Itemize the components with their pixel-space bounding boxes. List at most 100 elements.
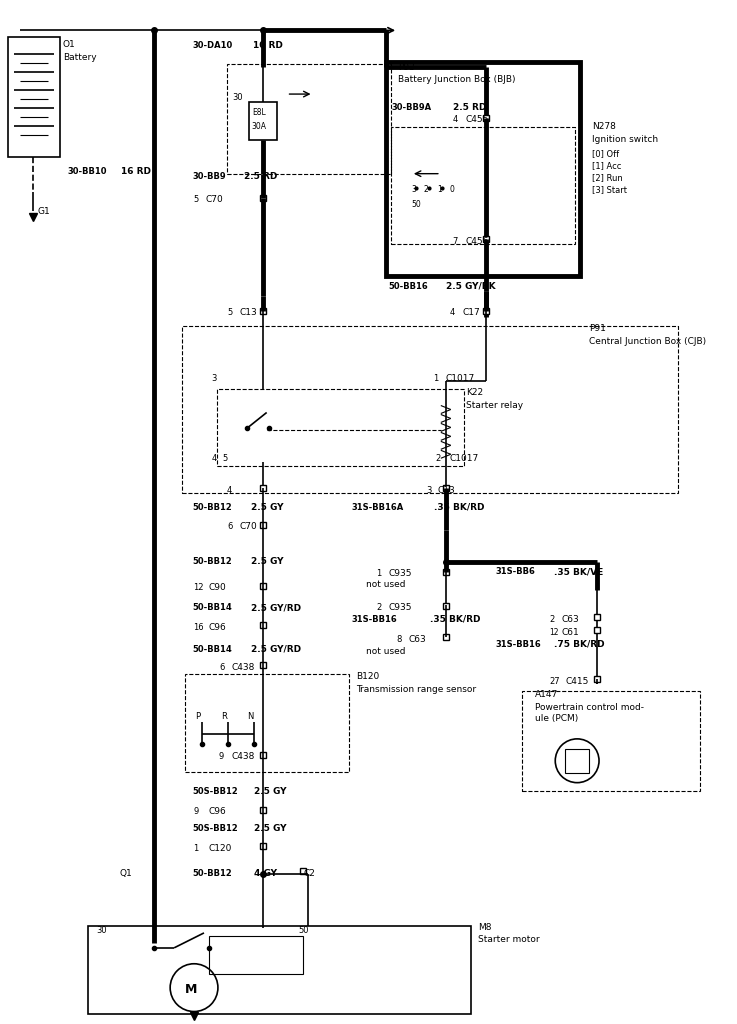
Text: 1: 1 (437, 185, 441, 195)
Text: 6: 6 (227, 522, 232, 531)
Text: 2.5 GY: 2.5 GY (254, 824, 286, 833)
Text: A147: A147 (535, 689, 559, 698)
Text: C13: C13 (240, 308, 257, 317)
Text: 16: 16 (193, 623, 203, 632)
Text: C456: C456 (466, 237, 489, 246)
Text: O1: O1 (63, 40, 75, 49)
Text: C90: C90 (209, 583, 227, 592)
Text: 4: 4 (450, 308, 455, 317)
Text: B120: B120 (356, 672, 380, 681)
Text: 4: 4 (212, 454, 217, 463)
Text: 5: 5 (193, 195, 198, 204)
Text: C1017: C1017 (450, 454, 479, 463)
Text: 50-BB12: 50-BB12 (192, 557, 232, 566)
Text: C70: C70 (206, 195, 224, 204)
Text: 1: 1 (433, 374, 438, 383)
Text: 8: 8 (396, 635, 402, 644)
Text: [0] Off: [0] Off (592, 150, 619, 159)
Text: 1: 1 (193, 844, 198, 853)
Text: N: N (247, 713, 253, 722)
Text: 12: 12 (549, 628, 559, 637)
Text: 2.5 RD: 2.5 RD (244, 172, 277, 181)
Text: Ignition switch: Ignition switch (592, 135, 658, 144)
Text: .35 BK/RD: .35 BK/RD (430, 615, 481, 624)
Text: M8: M8 (478, 924, 491, 933)
Text: 9: 9 (219, 753, 224, 761)
Text: 3: 3 (211, 374, 217, 383)
Text: 50S-BB12: 50S-BB12 (192, 824, 238, 833)
Bar (209, 936, 304, 974)
Text: G1: G1 (38, 207, 51, 216)
Text: [2] Run: [2] Run (592, 173, 623, 182)
Bar (249, 102, 276, 140)
Text: 2.5 RD: 2.5 RD (453, 102, 486, 112)
Text: Battery Junction Box (BJB): Battery Junction Box (BJB) (398, 75, 515, 84)
Text: 2.5 GY: 2.5 GY (254, 787, 286, 796)
Text: N278: N278 (592, 123, 616, 131)
Text: 50-BB12: 50-BB12 (192, 503, 232, 512)
Text: 50: 50 (411, 200, 421, 209)
Text: 3: 3 (411, 185, 416, 195)
Bar (391, 127, 575, 245)
Text: 31S-BB16: 31S-BB16 (495, 640, 541, 649)
Text: Powertrain control mod-: Powertrain control mod- (535, 702, 644, 712)
Text: 30-BB9A: 30-BB9A (391, 102, 431, 112)
Text: C438: C438 (232, 753, 255, 761)
Text: 2.5 GY: 2.5 GY (251, 503, 283, 512)
Text: 2: 2 (436, 454, 441, 463)
Text: 50: 50 (298, 927, 309, 936)
Text: C96: C96 (209, 807, 227, 816)
Text: C455: C455 (466, 116, 489, 125)
Text: 30: 30 (232, 92, 242, 101)
Text: 31S-BB6: 31S-BB6 (495, 567, 535, 577)
Text: Central Junction Box (CJB): Central Junction Box (CJB) (589, 337, 706, 346)
Text: .75 BK/RD: .75 BK/RD (554, 640, 605, 649)
Bar (523, 691, 699, 791)
Text: 0: 0 (450, 185, 455, 195)
Bar (88, 926, 471, 1014)
Text: C63: C63 (409, 635, 427, 644)
Text: not used: not used (366, 647, 405, 655)
Text: 30-BB9: 30-BB9 (192, 172, 226, 181)
Text: K22: K22 (466, 388, 483, 397)
Text: 27: 27 (549, 677, 560, 686)
Text: 4: 4 (227, 485, 232, 495)
Text: 2.5 GY/BK: 2.5 GY/BK (446, 282, 495, 291)
Text: 30: 30 (97, 927, 107, 936)
Bar (8, 37, 60, 157)
Text: 50-BB16: 50-BB16 (388, 282, 427, 291)
Text: C415: C415 (565, 677, 589, 686)
Text: P91: P91 (589, 325, 606, 334)
Bar (217, 389, 464, 466)
Text: 16 RD: 16 RD (122, 167, 151, 176)
Text: 4 GY: 4 GY (254, 868, 276, 878)
Text: 5: 5 (222, 454, 227, 463)
Text: C438: C438 (232, 663, 255, 672)
Text: 2: 2 (424, 185, 429, 195)
Text: not used: not used (366, 581, 405, 589)
Text: 2.5 GY/RD: 2.5 GY/RD (251, 603, 301, 612)
Text: R: R (221, 713, 227, 722)
Text: C935: C935 (388, 569, 411, 579)
Text: 30-BB10: 30-BB10 (68, 167, 107, 176)
Bar (565, 749, 589, 773)
Text: Q1: Q1 (119, 868, 132, 878)
Text: C96: C96 (209, 623, 227, 632)
Text: .35 BK/RD: .35 BK/RD (434, 503, 484, 512)
Text: M: M (185, 983, 198, 996)
Text: 2.5 GY/RD: 2.5 GY/RD (251, 645, 301, 653)
Text: 10 RD: 10 RD (253, 41, 282, 50)
Text: P: P (195, 713, 200, 722)
Bar (182, 326, 677, 494)
Text: 50S-BB12: 50S-BB12 (192, 787, 238, 796)
Text: Battery: Battery (63, 53, 97, 61)
Text: 12: 12 (193, 583, 203, 592)
Text: 5: 5 (227, 308, 232, 317)
Text: 31S-BB16: 31S-BB16 (352, 615, 397, 624)
Text: C61: C61 (561, 628, 579, 637)
Text: 1: 1 (376, 569, 381, 579)
Text: [1] Acc: [1] Acc (592, 161, 621, 170)
Text: C120: C120 (209, 844, 232, 853)
Text: C2: C2 (304, 868, 315, 878)
Text: C935: C935 (388, 603, 411, 612)
